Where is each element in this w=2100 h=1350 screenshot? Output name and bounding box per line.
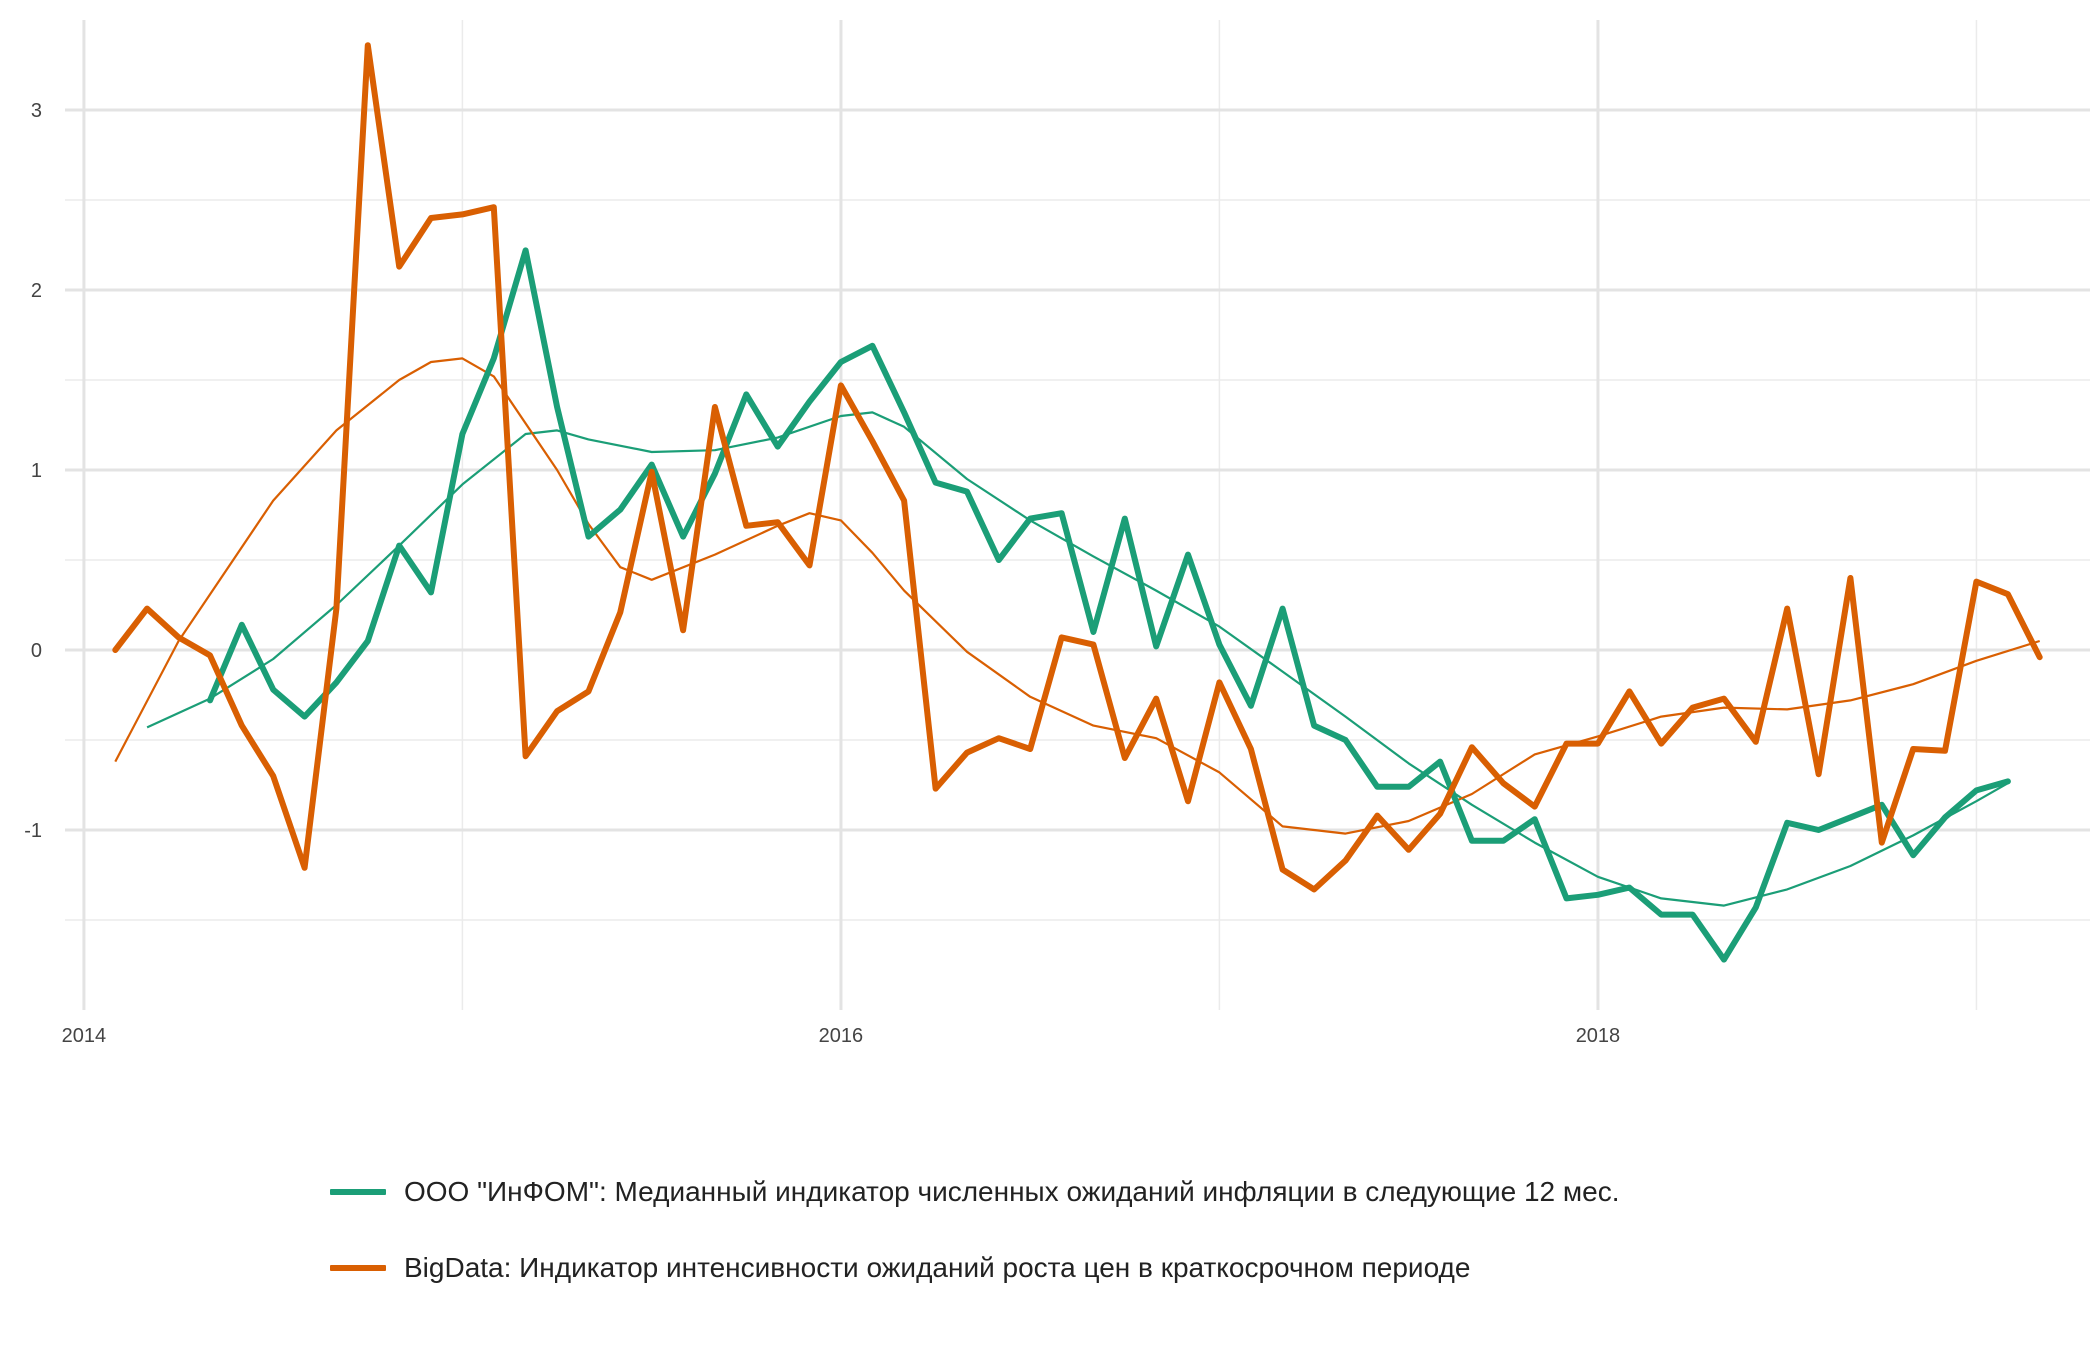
- x-tick-label-0: 2014: [62, 1025, 107, 1047]
- legend-item-infom: ООО "ИнФОМ": Медианный индикатор численн…: [330, 1172, 1619, 1212]
- y-axis-labels: -1 0 1 2 3: [24, 100, 42, 842]
- y-tick-label-2: 1: [31, 460, 42, 482]
- legend-swatch-infom: [330, 1189, 386, 1195]
- series-line-bigdata: [112, 42, 2043, 893]
- x-tick-label-1: 2016: [819, 1025, 864, 1047]
- legend-swatch-bigdata: [330, 1265, 386, 1271]
- legend: ООО "ИнФОМ": Медианный индикатор численн…: [330, 1172, 1619, 1324]
- trend-line-bigdata: [114, 357, 2041, 835]
- series-line-infom: [207, 247, 2011, 963]
- x-axis-labels: 2014 2016 2018: [62, 1025, 1621, 1047]
- trend-line-infom: [146, 411, 2009, 907]
- series-lines: [112, 42, 2043, 963]
- y-tick-label-0: -1: [24, 820, 42, 842]
- trend-lines: [114, 357, 2041, 907]
- y-tick-label-4: 3: [31, 100, 42, 122]
- x-tick-label-2: 2018: [1576, 1025, 1621, 1047]
- legend-label-bigdata: BigData: Индикатор интенсивности ожидани…: [404, 1252, 1471, 1283]
- y-tick-label-3: 2: [31, 280, 42, 302]
- grid: [65, 20, 2090, 1010]
- y-tick-label-1: 0: [31, 640, 42, 662]
- legend-item-bigdata: BigData: Индикатор интенсивности ожидани…: [330, 1248, 1619, 1288]
- legend-label-infom: ООО "ИнФОМ": Медианный индикатор численн…: [404, 1176, 1620, 1207]
